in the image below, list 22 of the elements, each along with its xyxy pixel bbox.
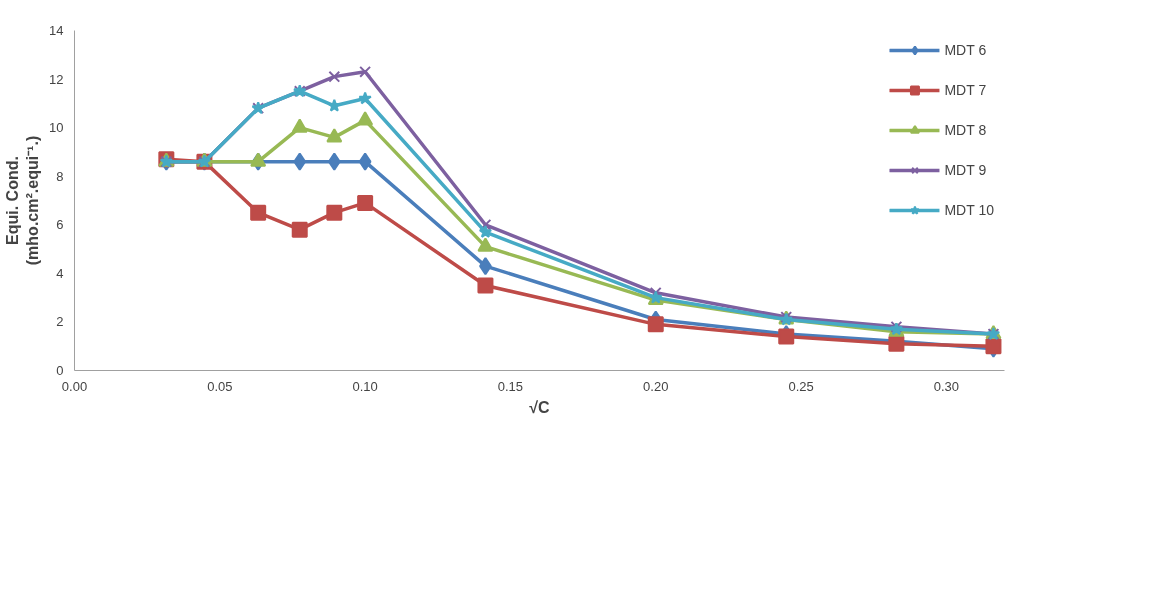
x-tick-label: 0.15 — [497, 378, 524, 394]
x-tick-label: 0.30 — [933, 378, 960, 394]
y-tick-label: 12 — [49, 71, 64, 87]
y-tick-label: 6 — [56, 217, 64, 233]
y-tick-label: 8 — [56, 168, 64, 184]
x-tick-label: 0.05 — [207, 378, 233, 394]
y-tick-label: 14 — [49, 23, 64, 38]
y-axis-title: Equi. Cond. (mho.cm².equi⁻¹.) — [3, 135, 42, 266]
legend-label: MDT 7 — [944, 82, 987, 98]
x-tick-label: 0.20 — [643, 378, 669, 394]
y-tick-label: 10 — [49, 120, 64, 136]
y-tick-label: 4 — [56, 265, 64, 281]
legend-label: MDT 9 — [944, 162, 987, 178]
x-tick-label: 0.10 — [352, 378, 378, 394]
y-tick-label: 2 — [56, 314, 64, 330]
x-tick-label: 0.25 — [788, 378, 814, 394]
legend-label: MDT 10 — [944, 202, 994, 218]
y-tick-label: 0 — [56, 363, 64, 378]
x-axis-title: √C — [529, 398, 551, 416]
legend-label: MDT 6 — [944, 42, 987, 58]
x-tick-label: 0.00 — [61, 378, 88, 394]
legend-label: MDT 8 — [944, 122, 987, 138]
